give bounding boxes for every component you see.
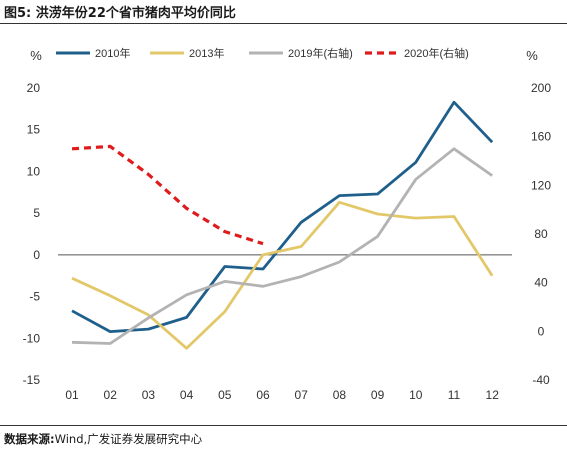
right-tick-label: 40 (534, 276, 548, 290)
left-axis-unit: % (30, 48, 42, 63)
x-tick-label: 04 (180, 388, 194, 402)
left-tick-label: 15 (27, 123, 41, 137)
left-tick-label: 0 (33, 248, 40, 262)
right-tick-label: -40 (532, 373, 550, 387)
x-tick-label: 07 (295, 388, 309, 402)
figure-title-text: 洪涝年份22个省市猪肉平均价同比 (35, 6, 236, 21)
legend-label: 2013年 (189, 46, 224, 60)
x-tick-label: 08 (333, 388, 347, 402)
x-tick-label: 05 (218, 388, 232, 402)
series-line (71, 147, 494, 345)
right-tick-label: 160 (531, 130, 551, 144)
left-tick-label: 5 (33, 206, 40, 220)
source-text: Wind,广发证券发展研究中心 (54, 432, 203, 446)
source-label: 数据来源: (4, 432, 55, 446)
series-line (71, 100, 494, 333)
right-tick-label: 120 (531, 178, 551, 192)
right-tick-label: 0 (538, 324, 545, 338)
x-tick-label: 10 (409, 388, 423, 402)
left-tick-label: -10 (23, 331, 41, 345)
right-axis-unit: % (526, 48, 538, 63)
right-tick-label: 200 (531, 81, 551, 95)
x-tick-label: 12 (486, 388, 500, 402)
source-rule (0, 425, 567, 426)
source-note: 数据来源:Wind,广发证券发展研究中心 (4, 431, 202, 447)
x-tick-label: 06 (256, 388, 270, 402)
legend-label: 2019年(右轴) (288, 46, 353, 60)
x-tick-label: 11 (448, 388, 461, 402)
title-rule (0, 23, 567, 24)
legend-label: 2020年(右轴) (404, 46, 469, 60)
x-tick-label: 03 (142, 388, 156, 402)
left-tick-label: -5 (29, 290, 40, 304)
legend-label: 2010年 (95, 46, 130, 60)
left-tick-label: -15 (23, 373, 41, 387)
x-tick-label: 01 (65, 388, 79, 402)
left-tick-label: 20 (27, 81, 41, 95)
x-tick-label: 09 (371, 388, 385, 402)
figure-title: 图5: 洪涝年份22个省市猪肉平均价同比 (4, 2, 236, 21)
x-tick-label: 02 (104, 388, 118, 402)
right-tick-label: 80 (534, 227, 548, 241)
figure-label: 图5: (4, 6, 32, 21)
left-tick-label: 10 (27, 164, 41, 178)
series-line (71, 144, 264, 246)
series-line (71, 200, 494, 350)
